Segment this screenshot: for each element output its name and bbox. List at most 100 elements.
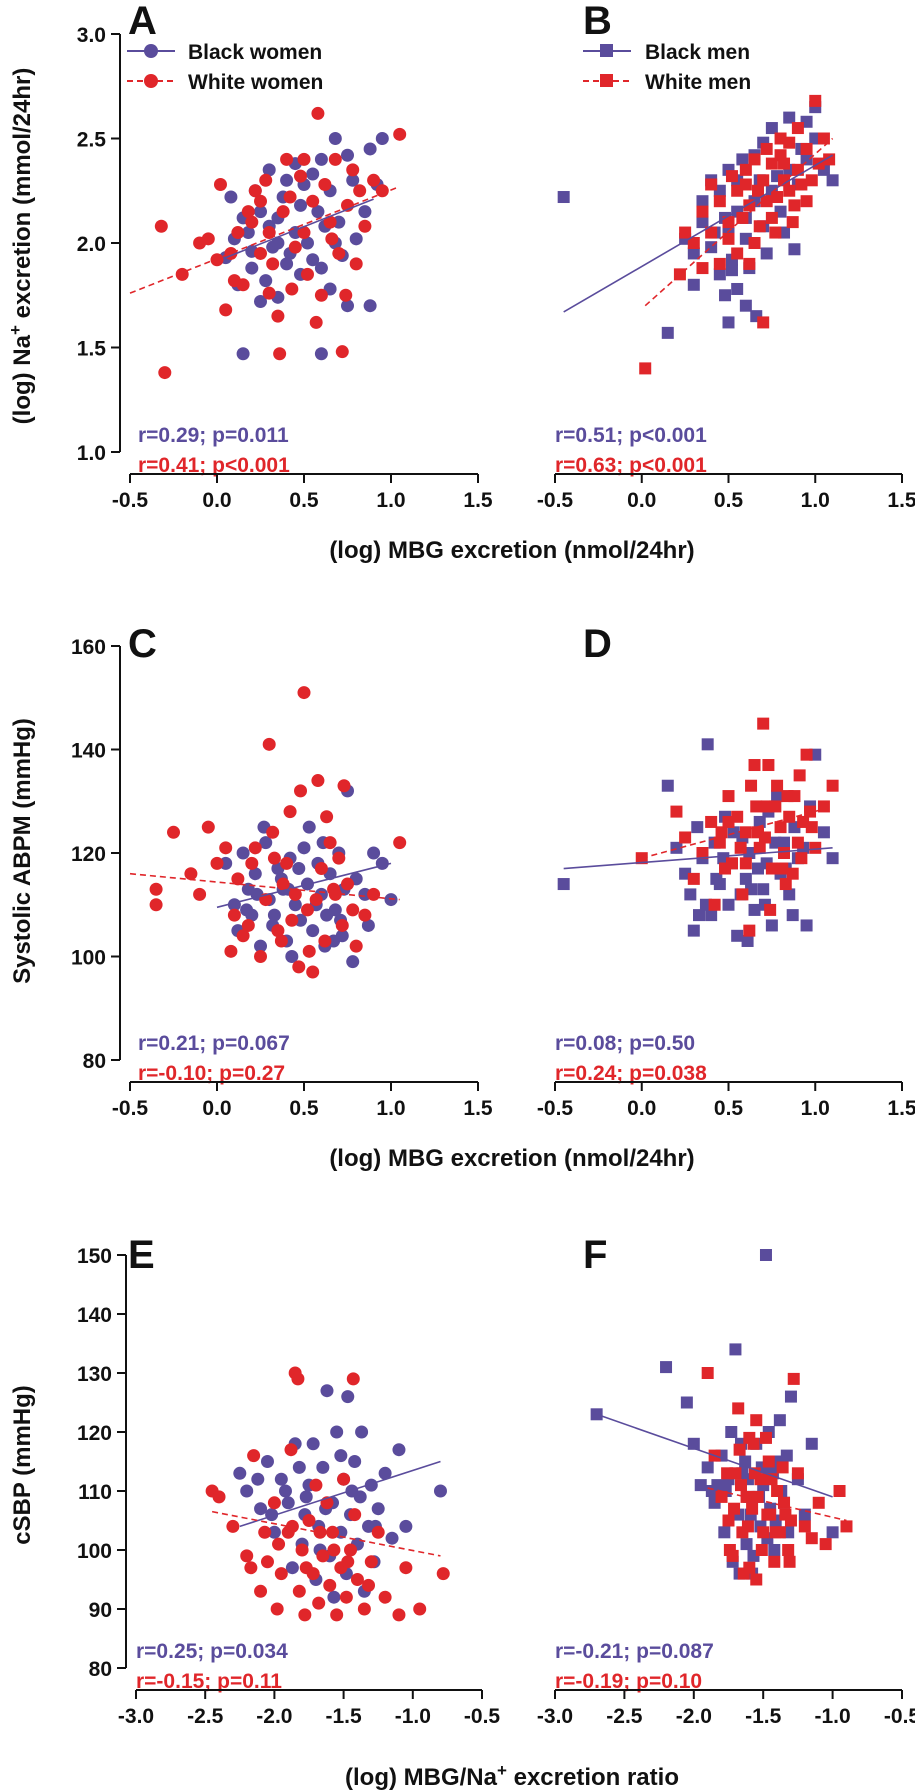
point-b	[748, 237, 761, 249]
point-a	[367, 173, 381, 187]
panel-letter-f: F	[583, 1233, 607, 1277]
point-f	[729, 1343, 742, 1356]
point-b	[805, 174, 818, 187]
point-f	[723, 1544, 736, 1556]
point-a	[297, 226, 311, 240]
x-tick-label-e: -2.0	[256, 1705, 292, 1728]
point-b	[809, 94, 822, 107]
point-a	[245, 215, 259, 229]
point-d	[670, 805, 683, 818]
point-c	[393, 836, 407, 850]
x-tick-label-e: -2.5	[187, 1705, 224, 1728]
point-e	[274, 1567, 288, 1581]
point-c	[288, 887, 302, 901]
point-b	[743, 257, 756, 270]
y-axis-title-row1-sup: +	[6, 325, 25, 335]
x-tick-label-f: -3.0	[537, 1705, 573, 1728]
point-f	[701, 1367, 714, 1379]
point-b	[748, 153, 761, 166]
point-a	[314, 152, 328, 166]
point-e	[292, 1584, 306, 1598]
point-d	[779, 878, 792, 891]
point-e	[341, 1390, 355, 1404]
x-tick-label-e: -0.5	[464, 1705, 501, 1728]
stat-f-black: r=-0.21; p=0.087	[555, 1640, 714, 1663]
point-e	[299, 1490, 313, 1504]
point-c	[201, 820, 215, 834]
point-e	[399, 1561, 413, 1575]
point-a	[346, 163, 360, 177]
point-a	[314, 261, 328, 275]
point-d	[751, 862, 764, 875]
point-c	[346, 903, 360, 917]
point-b	[778, 174, 791, 187]
point-f	[734, 1479, 747, 1492]
point-a	[339, 288, 353, 302]
point-e	[341, 1555, 355, 1569]
point-d	[776, 862, 789, 875]
point-e	[320, 1384, 334, 1398]
point-d	[769, 800, 782, 813]
point-d	[693, 909, 706, 922]
point-c	[346, 955, 360, 969]
point-b	[731, 282, 744, 295]
fit-line-a	[225, 198, 374, 259]
point-d	[797, 815, 810, 828]
point-a	[297, 152, 311, 166]
point-a	[254, 194, 267, 208]
point-c	[184, 867, 198, 881]
point-c	[314, 862, 328, 876]
point-c	[335, 918, 349, 932]
point-b	[725, 264, 738, 277]
point-f	[740, 1490, 753, 1503]
point-a	[341, 299, 354, 313]
point-f	[826, 1526, 839, 1539]
point-f	[733, 1443, 746, 1456]
point-f	[740, 1538, 753, 1551]
point-e	[344, 1543, 358, 1557]
point-b	[722, 232, 735, 245]
point-a	[353, 184, 367, 198]
point-c	[309, 893, 323, 907]
point-b	[778, 157, 791, 170]
point-b	[760, 195, 773, 208]
point-b	[719, 289, 732, 302]
point-d	[771, 779, 784, 792]
x-tick-label-b: -0.5	[537, 489, 574, 512]
fit-line-f	[707, 1487, 847, 1522]
point-a	[276, 205, 290, 219]
point-d	[739, 826, 752, 839]
panel-letter-d: D	[583, 622, 612, 666]
point-f	[819, 1538, 832, 1551]
y-tick-label-e: 100	[77, 1540, 112, 1563]
point-a	[358, 205, 372, 219]
point-a	[154, 219, 168, 233]
point-d	[809, 841, 822, 854]
point-a	[285, 282, 299, 296]
x-tick-label-c: 0.5	[289, 1097, 319, 1120]
x-tick-label-f: -2.0	[676, 1705, 712, 1728]
point-b	[713, 257, 726, 270]
point-f	[715, 1490, 728, 1503]
point-b	[791, 122, 804, 135]
point-e	[240, 1484, 254, 1498]
point-a	[294, 198, 308, 212]
point-c	[149, 898, 163, 912]
point-e	[278, 1484, 292, 1498]
point-d	[791, 836, 804, 849]
x-tick-label-e: -3.0	[118, 1705, 154, 1728]
point-f	[805, 1437, 818, 1450]
point-d	[795, 852, 808, 865]
point-f	[750, 1414, 763, 1427]
point-c	[210, 856, 224, 870]
point-d	[679, 831, 692, 844]
point-a	[213, 177, 227, 191]
point-f	[741, 1520, 754, 1533]
panel-letter-c: C	[128, 622, 157, 666]
point-d	[719, 862, 732, 875]
point-c	[236, 846, 250, 860]
y-tick-label-c: 140	[71, 740, 106, 763]
point-f	[725, 1426, 738, 1438]
point-f	[722, 1514, 735, 1527]
